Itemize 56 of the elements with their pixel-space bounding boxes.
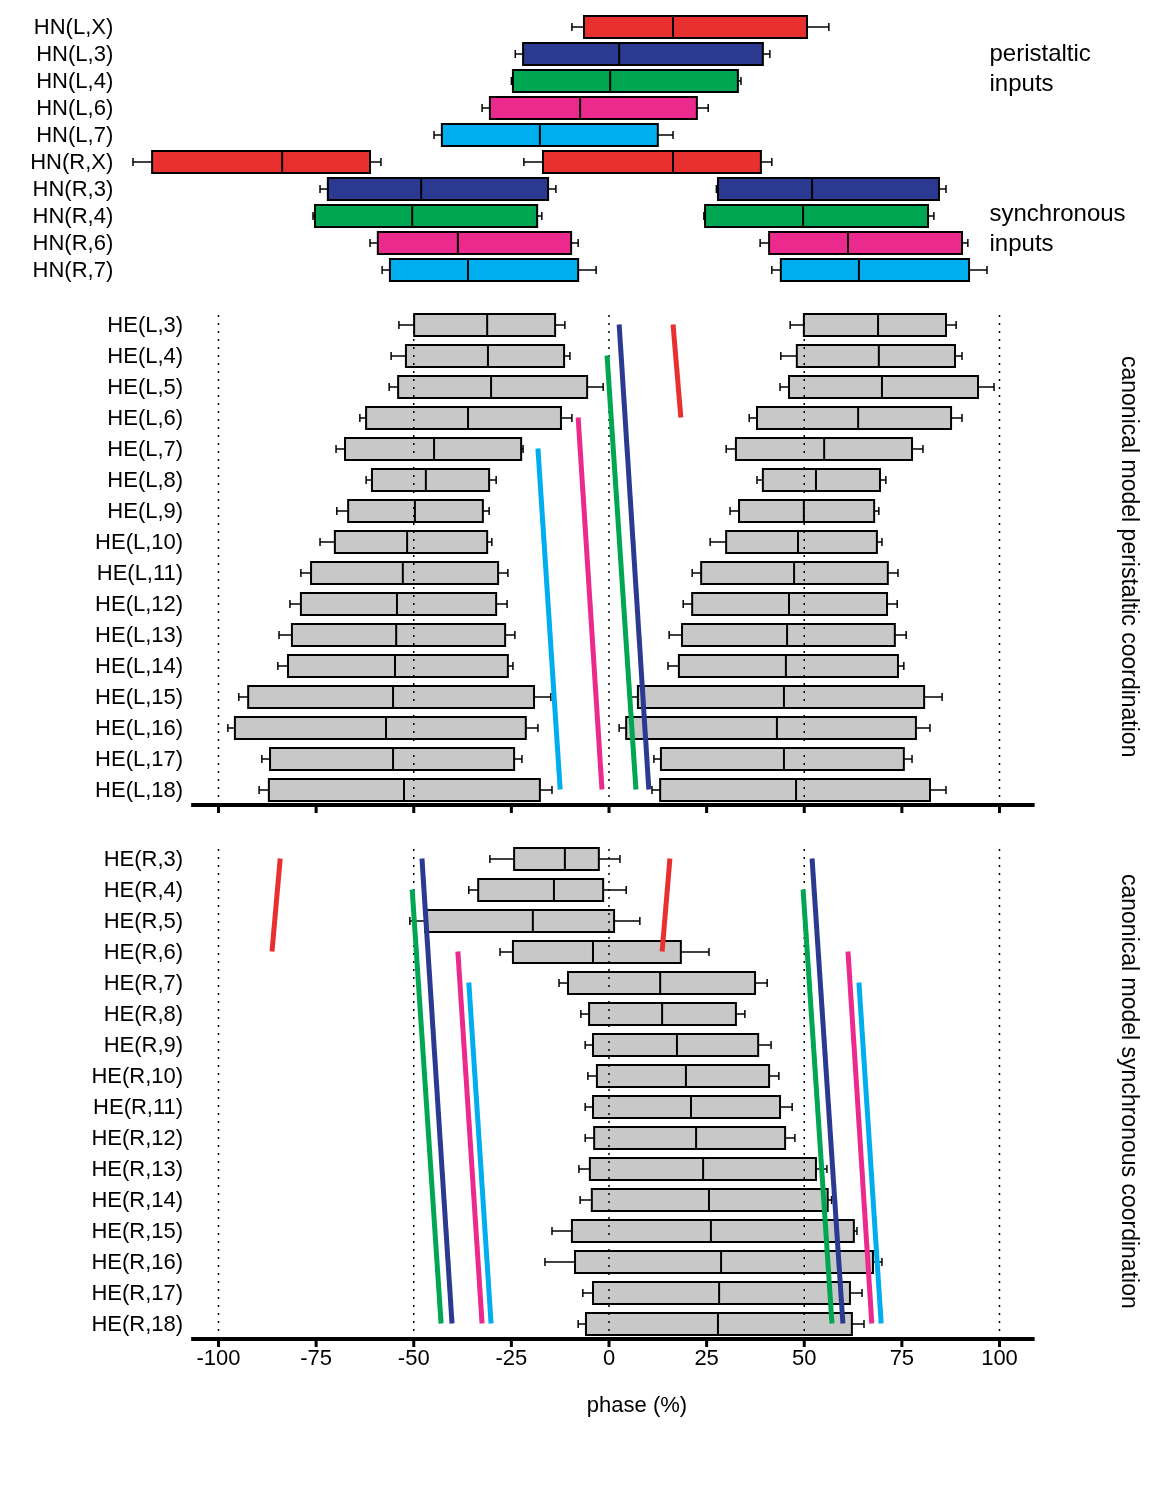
- y2-axis-title: canonical model peristaltic coordination: [1116, 355, 1143, 760]
- y-tick-label: HE(L,13): [95, 622, 184, 648]
- x-tick-label: 75: [889, 1344, 915, 1370]
- x-tick-label: 0: [602, 1344, 616, 1370]
- x-tick-label: -100: [196, 1344, 241, 1370]
- y-tick-label: HE(R,14): [91, 1187, 184, 1213]
- y-tick-label: HN(R,6): [32, 230, 114, 256]
- y-tick-label: HE(L,10): [95, 529, 184, 555]
- y-tick-label: HE(R,17): [91, 1280, 184, 1306]
- y-tick-label: HE(R,9): [103, 1032, 184, 1058]
- x-tick-label: -75: [300, 1344, 333, 1370]
- annotation: synchronous inputs: [989, 198, 1127, 258]
- y-tick-label: HE(L,4): [107, 343, 184, 369]
- y-tick-label: HE(R,15): [91, 1218, 184, 1244]
- x-tick-label: 25: [694, 1344, 719, 1370]
- x-tick-label: 100: [981, 1344, 1018, 1370]
- y-tick-label: HE(L,6): [107, 405, 184, 431]
- y-tick-label: HE(R,3): [103, 846, 184, 872]
- y-tick-label: HE(L,15): [95, 684, 184, 710]
- y-tick-label: HN(R,X): [30, 149, 114, 175]
- y-tick-label: HE(R,7): [103, 970, 184, 996]
- y-tick-label: HE(L,5): [107, 374, 184, 400]
- y-tick-label: HN(L,X): [33, 14, 114, 40]
- y-tick-label: HE(R,4): [103, 877, 184, 903]
- y2-axis-title: canonical model synchronous coordination: [1116, 872, 1143, 1311]
- y-tick-label: HE(L,11): [96, 560, 184, 586]
- y-tick-label: HE(R,6): [103, 939, 184, 965]
- y-tick-label: HE(L,9): [107, 498, 184, 524]
- y-tick-label: HE(L,16): [95, 715, 184, 741]
- y-tick-label: HE(R,10): [91, 1063, 184, 1089]
- y-tick-label: HE(L,3): [107, 312, 184, 338]
- y-tick-label: HE(R,16): [91, 1249, 184, 1275]
- y-tick-label: HE(L,17): [95, 746, 184, 772]
- y-tick-label: HE(R,8): [103, 1001, 184, 1027]
- y-tick-label: HE(L,14): [95, 653, 184, 679]
- x-tick-label: 50: [792, 1344, 817, 1370]
- y-tick-label: HE(R,5): [103, 908, 184, 934]
- y-tick-label: HN(L,4): [36, 68, 114, 94]
- y-tick-label: HE(R,18): [91, 1311, 184, 1337]
- y-tick-label: HN(R,7): [32, 257, 114, 283]
- x-tick-label: -25: [495, 1344, 528, 1370]
- y-tick-label: HN(L,6): [36, 95, 114, 121]
- y-tick-label: HE(R,12): [91, 1125, 184, 1151]
- y-tick-label: HN(R,4): [32, 203, 114, 229]
- y-tick-label: HE(R,11): [93, 1094, 184, 1120]
- y-tick-label: HN(L,7): [36, 122, 114, 148]
- y-tick-label: HE(L,18): [95, 777, 184, 803]
- y-tick-label: HE(L,7): [107, 436, 184, 462]
- y-tick-label: HN(L,3): [36, 41, 114, 67]
- annotation: peristaltic inputs: [989, 38, 1092, 98]
- y-tick-label: HE(L,8): [107, 467, 184, 493]
- x-axis-title: phase (%): [585, 1392, 689, 1418]
- y-tick-label: HE(L,12): [95, 591, 184, 617]
- y-tick-label: HE(R,13): [91, 1156, 184, 1182]
- y-tick-label: HN(R,3): [32, 176, 114, 202]
- x-tick-label: -50: [397, 1344, 430, 1370]
